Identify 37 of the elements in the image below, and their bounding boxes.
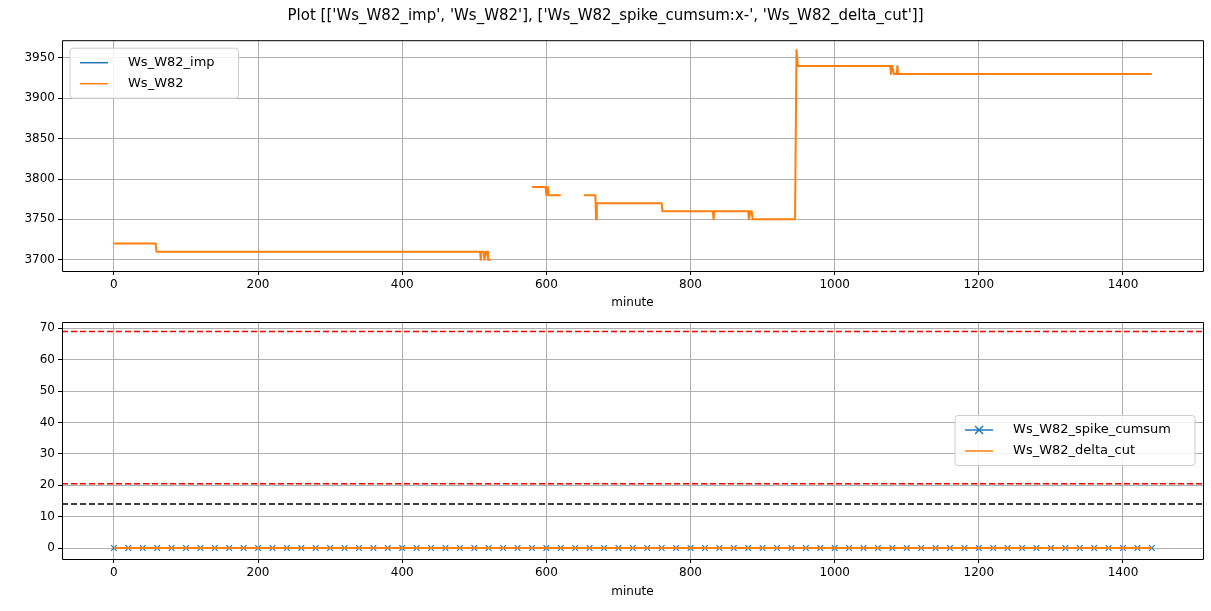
- y-tick-label: 3900: [24, 90, 55, 105]
- y-tick-label: 3750: [24, 211, 55, 226]
- y-tick-label: 20: [39, 477, 55, 492]
- y-tick-label: 3950: [24, 50, 55, 65]
- y-tick-label: 10: [39, 508, 55, 523]
- x-tick-label: 1200: [963, 565, 995, 580]
- x-axis-title: minute: [611, 294, 654, 309]
- x-tick-label: 0: [110, 277, 118, 292]
- y-tick-label: 3700: [24, 251, 55, 266]
- y-tick-label: 50: [39, 383, 55, 398]
- x-tick-label: 800: [679, 565, 702, 580]
- x-axis-title: minute: [611, 583, 654, 598]
- y-tick-label: 60: [39, 351, 55, 366]
- x-tick-label: 600: [534, 277, 558, 292]
- x-tick-label: 0: [110, 565, 118, 580]
- legend-label: Ws_W82_imp: [128, 54, 215, 70]
- x-tick-label: 600: [534, 565, 558, 580]
- y-tick-label: 0: [47, 540, 55, 555]
- y-tick-label: 3850: [24, 130, 55, 145]
- x-tick-label: 200: [246, 565, 270, 580]
- x-tick-label: 1000: [819, 277, 850, 292]
- y-tick-label: 30: [39, 445, 55, 460]
- y-tick-label: 70: [39, 320, 55, 335]
- x-tick-label: 1400: [1107, 565, 1139, 580]
- x-tick-label: 1400: [1107, 277, 1139, 292]
- x-tick-label: 400: [390, 277, 414, 292]
- legend-label: Ws_W82_spike_cumsum: [1013, 421, 1171, 437]
- x-tick-label: 1200: [963, 277, 995, 292]
- x-tick-label: 200: [246, 277, 270, 292]
- legend-label: Ws_W82: [128, 75, 184, 91]
- legend-label: Ws_W82_delta_cut: [1013, 442, 1135, 458]
- x-tick-label: 400: [390, 565, 414, 580]
- y-tick-label: 40: [39, 414, 55, 429]
- x-tick-label: 800: [679, 277, 702, 292]
- x-tick-label: 1000: [819, 565, 850, 580]
- chart-title: Plot [['Ws_W82_imp', 'Ws_W82'], ['Ws_W82_spike_cumsum:x-', 'Ws_W82_delta_cut']]: [286, 6, 925, 24]
- y-tick-label: 3800: [24, 171, 55, 186]
